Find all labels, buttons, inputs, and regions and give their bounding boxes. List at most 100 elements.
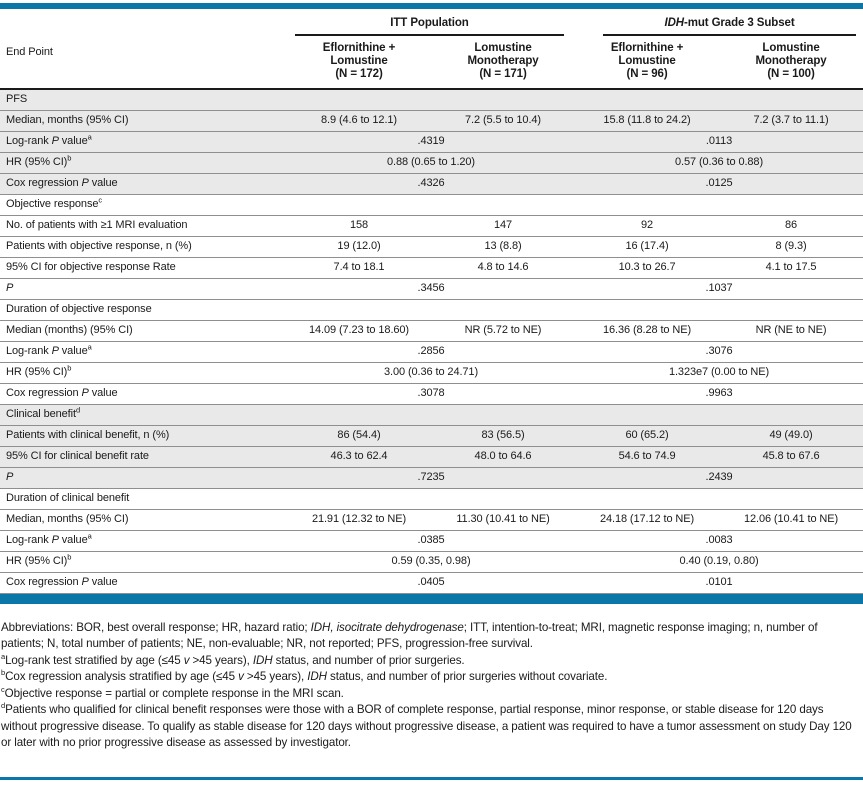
row-label: Log-rank P valuea <box>6 132 92 147</box>
row-label: Median, months (95% CI) <box>6 114 129 126</box>
cell-value: 10.3 to 26.7 <box>618 261 676 273</box>
cell-value: 46.3 to 62.4 <box>330 450 388 462</box>
cell-value: 92 <box>640 219 654 231</box>
cell-value: .2856 <box>417 345 445 357</box>
footnote: dPatients who qualified for clinical ben… <box>1 701 852 749</box>
cell-value: 0.57 (0.36 to 0.88) <box>675 156 764 168</box>
group-header-idh-mut: IDH-mut Grade 3 Subset <box>575 11 863 36</box>
cell-value: .0101 <box>705 576 733 588</box>
row-label: HR (95% CI)b <box>6 363 72 378</box>
endpoints-table: End Point ITT Population IDH-mut Grade 3… <box>0 11 863 594</box>
cell-value: 16.36 (8.28 to NE) <box>602 324 692 336</box>
cell-value: .3078 <box>417 387 445 399</box>
cell-value: 49 (49.0) <box>769 429 813 441</box>
group-header-idh-mut-label: IDH-mut Grade 3 Subset <box>603 17 857 36</box>
table-row: Log-rank P valuea .2856 .3076 <box>0 341 863 362</box>
column-header-row: Eflornithine + Lomustine (N = 172) Lomus… <box>0 36 863 89</box>
cell-value: 0.59 (0.35, 0.98) <box>391 555 471 567</box>
cell-value: 4.8 to 14.6 <box>477 261 529 273</box>
cell-value: 48.0 to 64.6 <box>474 450 532 462</box>
table-header: End Point ITT Population IDH-mut Grade 3… <box>0 11 863 89</box>
cell-value: NR (NE to NE) <box>755 324 827 336</box>
column-group-row: End Point ITT Population IDH-mut Grade 3… <box>0 11 863 58</box>
section-label: Duration of objective response <box>6 303 152 315</box>
cell-value: NR (5.72 to NE) <box>464 324 542 336</box>
cell-value: 21.91 (12.32 to NE) <box>311 513 407 525</box>
table-row: Patients with objective response, n (%) 1… <box>0 236 863 257</box>
row-label: No. of patients with ≥1 MRI evaluation <box>6 219 188 231</box>
cell-value: 16 (17.4) <box>625 240 669 252</box>
group-header-itt: ITT Population <box>287 11 575 36</box>
table-row: Cox regression P value .0405 .0101 <box>0 572 863 593</box>
cell-value: 19 (12.0) <box>337 240 381 252</box>
cell-value: .3076 <box>705 345 733 357</box>
table-top-accent-rule <box>0 3 863 9</box>
row-label: Cox regression P value <box>6 387 118 399</box>
row-label: Cox regression P value <box>6 177 118 189</box>
cell-value: 60 (65.2) <box>625 429 669 441</box>
cell-value: 15.8 (11.8 to 24.2) <box>603 114 691 126</box>
cell-value: 11.30 (10.41 to NE) <box>456 513 550 525</box>
row-label: Patients with clinical benefit, n (%) <box>6 429 170 441</box>
col-header-idh-eflornithine-lomustine: Eflornithine + Lomustine (N = 96) <box>610 42 684 80</box>
cell-value: 12.06 (10.41 to NE) <box>743 513 839 525</box>
section-row: Duration of clinical benefit <box>0 488 863 509</box>
cell-value: 13 (8.8) <box>484 240 522 252</box>
row-label: Median (months) (95% CI) <box>6 324 133 336</box>
footnote: bCox regression analysis stratified by a… <box>1 668 608 683</box>
table-row: Median, months (95% CI) 8.9 (4.6 to 12.1)… <box>0 110 863 131</box>
cell-value: .0385 <box>417 534 445 546</box>
table-row: 95% CI for clinical benefit rate 46.3 to … <box>0 446 863 467</box>
cell-value: .1037 <box>705 282 733 294</box>
table-end-accent-bar <box>0 593 863 604</box>
section-label: Duration of clinical benefit <box>6 492 130 504</box>
section-row: Duration of objective response <box>0 299 863 320</box>
row-label: 95% CI for clinical benefit rate <box>6 450 149 462</box>
row-label: 95% CI for objective response Rate <box>6 261 176 273</box>
cell-value: .3456 <box>417 282 445 294</box>
row-label: Cox regression P value <box>6 576 118 588</box>
cell-value: .4319 <box>417 135 445 147</box>
cell-value: 83 (56.5) <box>481 429 525 441</box>
cell-value: .0083 <box>705 534 733 546</box>
section-label: Objective responsec <box>6 195 103 210</box>
cell-value: 4.1 to 17.5 <box>765 261 817 273</box>
table-row: P .7235 .2439 <box>0 467 863 488</box>
col-header-idh-lomustine-monotherapy: Lomustine Monotherapy (N = 100) <box>755 42 827 80</box>
cell-value: 45.8 to 67.6 <box>762 450 820 462</box>
table-row: Log-rank P valuea .4319 .0113 <box>0 131 863 152</box>
table-row: HR (95% CI)b 0.59 (0.35, 0.98) 0.40 (0.19,… <box>0 551 863 572</box>
row-label: Median, months (95% CI) <box>6 513 129 525</box>
table-row: 95% CI for objective response Rate 7.4 to… <box>0 257 863 278</box>
cell-value: 24.18 (17.12 to NE) <box>599 513 695 525</box>
table-row: No. of patients with ≥1 MRI evaluation 15… <box>0 215 863 236</box>
footnote: Abbreviations: BOR, best overall respons… <box>1 620 818 651</box>
cell-value: .0405 <box>417 576 445 588</box>
table-row: P .3456 .1037 <box>0 278 863 299</box>
table-row: HR (95% CI)b 3.00 (0.36 to 24.71) 1.323e7 … <box>0 362 863 383</box>
footnote: cObjective response = partial or complet… <box>1 684 344 700</box>
cell-value: .7235 <box>417 471 445 483</box>
row-label: P <box>6 282 14 294</box>
cell-value: 147 <box>493 219 513 231</box>
cell-value: 8.9 (4.6 to 12.1) <box>321 114 397 126</box>
cell-value: 86 (54.4) <box>337 429 381 441</box>
cell-value: 8 (9.3) <box>775 240 807 252</box>
table-row: Cox regression P value .4326 .0125 <box>0 173 863 194</box>
cell-value: .2439 <box>705 471 733 483</box>
cell-value: .0113 <box>705 135 733 147</box>
cell-value: 0.40 (0.19, 0.80) <box>679 555 759 567</box>
page-bottom-accent-rule <box>0 777 863 780</box>
cell-value: 86 <box>784 219 798 231</box>
row-label: Patients with objective response, n (%) <box>6 240 192 252</box>
cell-value: 158 <box>349 219 369 231</box>
table-row: HR (95% CI)b 0.88 (0.65 to 1.20) 0.57 (0.3… <box>0 152 863 173</box>
cell-value: 7.2 (3.7 to 11.1) <box>753 114 829 126</box>
cell-value: 3.00 (0.36 to 24.71) <box>384 366 479 378</box>
row-label: P <box>6 471 14 483</box>
table-row: Patients with clinical benefit, n (%) 86 … <box>0 425 863 446</box>
cell-value: 7.2 (5.5 to 10.4) <box>465 114 541 126</box>
footnotes-block: Abbreviations: BOR, best overall respons… <box>0 620 863 752</box>
table-row: Median (months) (95% CI) 14.09 (7.23 to 1… <box>0 320 863 341</box>
